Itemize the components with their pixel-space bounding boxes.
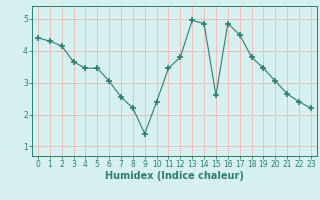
X-axis label: Humidex (Indice chaleur): Humidex (Indice chaleur) xyxy=(105,171,244,181)
